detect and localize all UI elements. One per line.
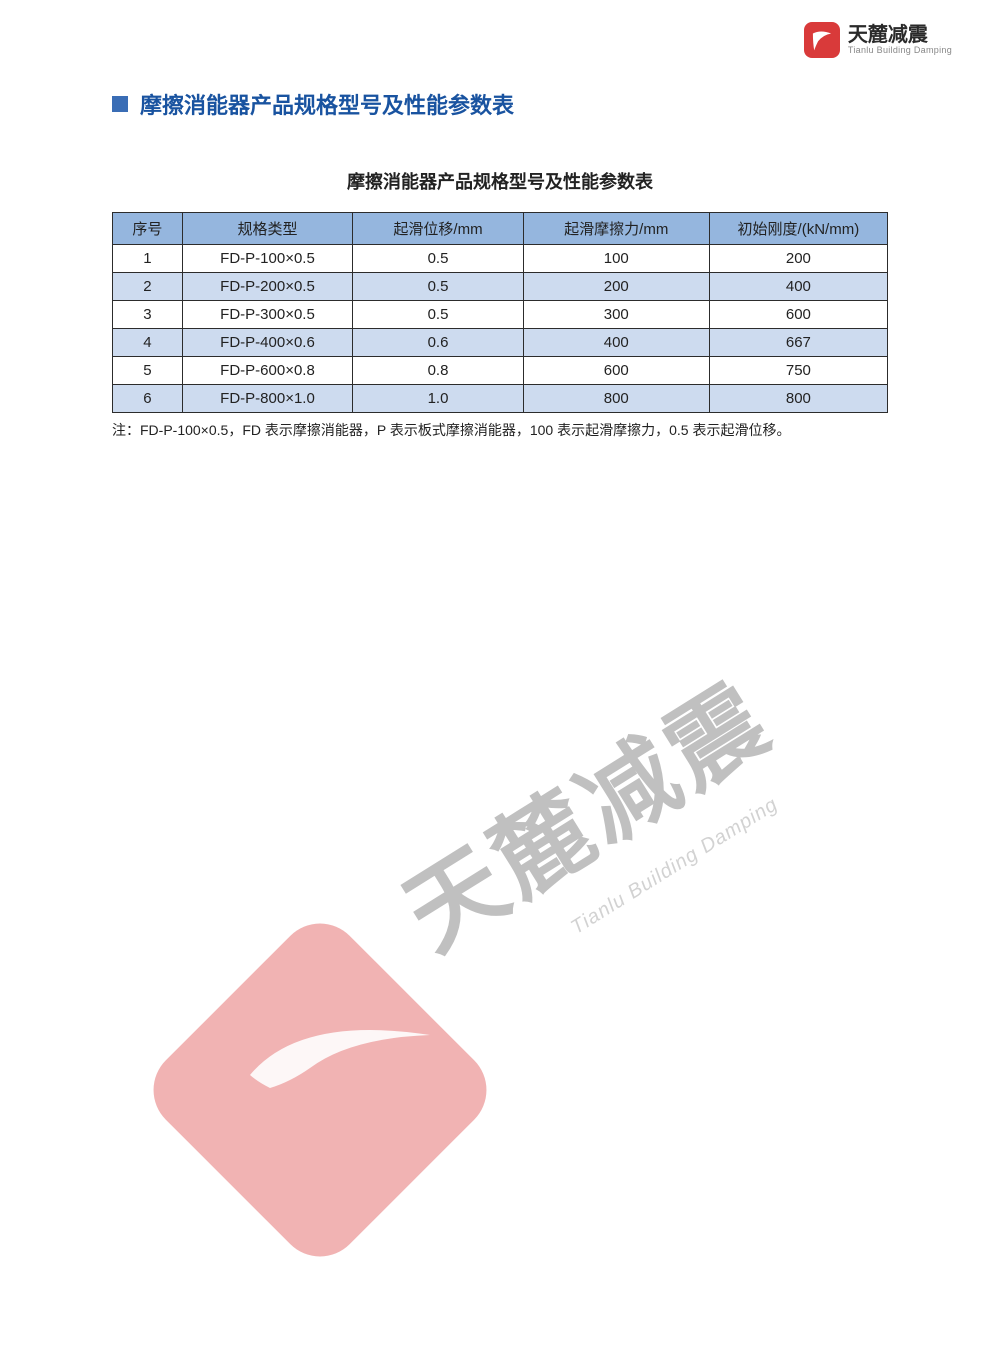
cell: 400: [523, 329, 709, 357]
table-row: 2 FD-P-200×0.5 0.5 200 400: [113, 273, 888, 301]
cell: FD-P-600×0.8: [182, 357, 353, 385]
cell: FD-P-800×1.0: [182, 385, 353, 413]
cell: 3: [113, 301, 183, 329]
brand-logo: 天麓减震 Tianlu Building Damping: [804, 22, 952, 58]
cell: 4: [113, 329, 183, 357]
cell: 0.6: [353, 329, 524, 357]
col-header: 初始刚度/(kN/mm): [709, 213, 887, 245]
cell: FD-P-400×0.6: [182, 329, 353, 357]
cell: 0.5: [353, 245, 524, 273]
brand-name-en: Tianlu Building Damping: [848, 46, 952, 56]
table-row: 5 FD-P-600×0.8 0.8 600 750: [113, 357, 888, 385]
table-note: 注：FD-P-100×0.5，FD 表示摩擦消能器，P 表示板式摩擦消能器，10…: [112, 419, 888, 441]
page-content: 摩擦消能器产品规格型号及性能参数表 摩擦消能器产品规格型号及性能参数表 序号 规…: [0, 0, 1000, 481]
col-header: 起滑位移/mm: [353, 213, 524, 245]
cell: 100: [523, 245, 709, 273]
table-row: 1 FD-P-100×0.5 0.5 100 200: [113, 245, 888, 273]
watermark-text-cn: 天麓减震: [374, 642, 794, 976]
brand-swoosh-icon: [809, 27, 835, 53]
col-header: 序号: [113, 213, 183, 245]
brand-logo-text: 天麓减震 Tianlu Building Damping: [848, 24, 952, 56]
cell: FD-P-100×0.5: [182, 245, 353, 273]
cell: 0.5: [353, 301, 524, 329]
cell: 6: [113, 385, 183, 413]
col-header: 规格类型: [182, 213, 353, 245]
cell: FD-P-300×0.5: [182, 301, 353, 329]
table-row: 4 FD-P-400×0.6 0.6 400 667: [113, 329, 888, 357]
brand-name-cn: 天麓减震: [848, 24, 952, 46]
cell: FD-P-200×0.5: [182, 273, 353, 301]
spec-table: 序号 规格类型 起滑位移/mm 起滑摩擦力/mm 初始刚度/(kN/mm) 1 …: [112, 212, 888, 413]
cell: 5: [113, 357, 183, 385]
watermark-swoosh-icon: [240, 1020, 440, 1090]
cell: 1.0: [353, 385, 524, 413]
col-header: 起滑摩擦力/mm: [523, 213, 709, 245]
cell: 0.8: [353, 357, 524, 385]
cell: 2: [113, 273, 183, 301]
cell: 750: [709, 357, 887, 385]
cell: 800: [523, 385, 709, 413]
watermark-text-en: Tianlu Building Damping: [567, 793, 782, 939]
table-row: 6 FD-P-800×1.0 1.0 800 800: [113, 385, 888, 413]
cell: 400: [709, 273, 887, 301]
section-header: 摩擦消能器产品规格型号及性能参数表: [112, 88, 888, 120]
watermark-diamond-icon: [136, 906, 504, 1274]
table-header-row: 序号 规格类型 起滑位移/mm 起滑摩擦力/mm 初始刚度/(kN/mm): [113, 213, 888, 245]
watermark: 天麓减震 Tianlu Building Damping: [180, 700, 740, 1260]
cell: 600: [523, 357, 709, 385]
table-title: 摩擦消能器产品规格型号及性能参数表: [112, 168, 888, 194]
cell: 200: [523, 273, 709, 301]
cell: 800: [709, 385, 887, 413]
cell: 300: [523, 301, 709, 329]
brand-logo-mark: [804, 22, 840, 58]
cell: 600: [709, 301, 887, 329]
table-row: 3 FD-P-300×0.5 0.5 300 600: [113, 301, 888, 329]
section-title: 摩擦消能器产品规格型号及性能参数表: [140, 88, 514, 120]
cell: 200: [709, 245, 887, 273]
cell: 1: [113, 245, 183, 273]
cell: 667: [709, 329, 887, 357]
section-marker-icon: [112, 96, 128, 112]
cell: 0.5: [353, 273, 524, 301]
